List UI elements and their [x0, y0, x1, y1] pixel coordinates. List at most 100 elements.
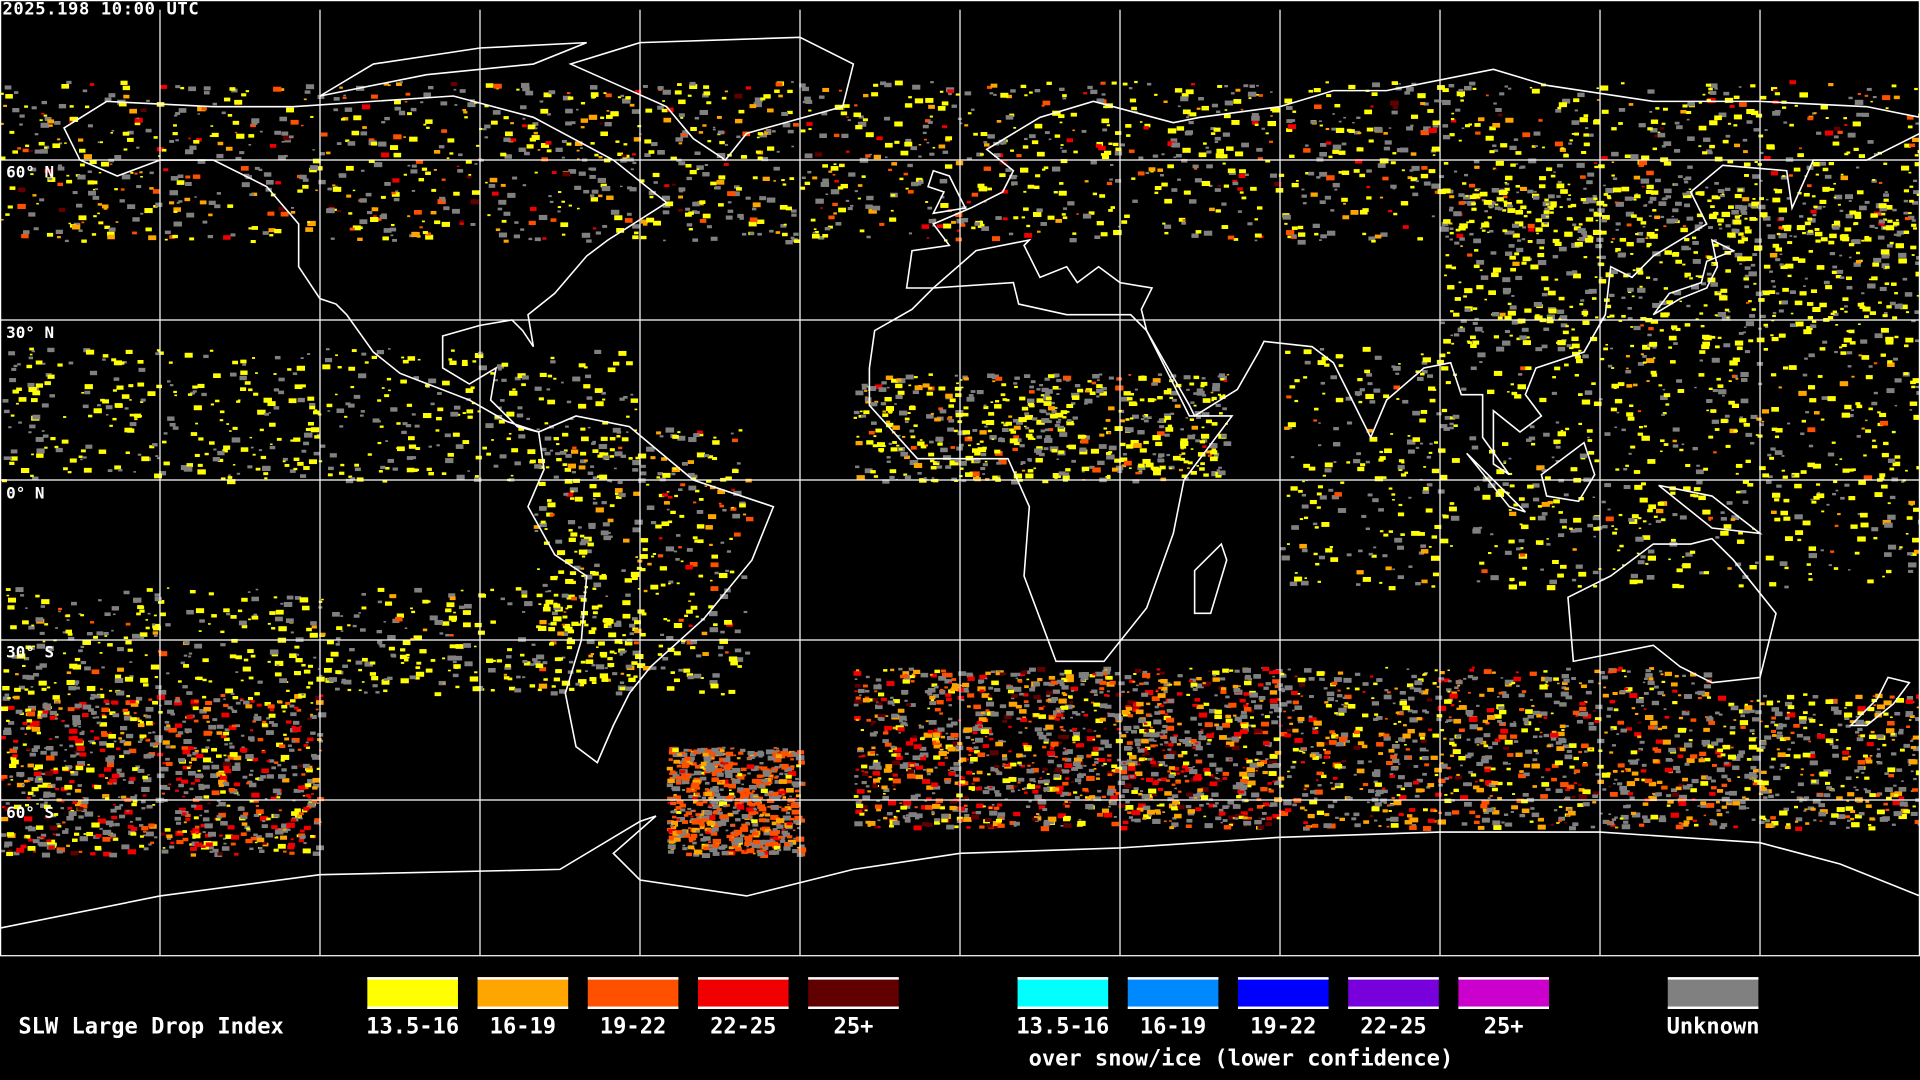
slw-pixel [1686, 247, 1692, 251]
slw-pixel [1079, 449, 1088, 455]
slw-pixel [1856, 404, 1863, 409]
slw-pixel [98, 449, 107, 454]
slw-pixel [1816, 483, 1821, 486]
slw-pixel [1154, 186, 1162, 191]
slw-pixel [1468, 123, 1472, 126]
slw-pixel [1913, 179, 1918, 183]
slw-pixel [1707, 97, 1716, 103]
slw-pixel [882, 413, 889, 417]
slw-pixel [385, 440, 389, 442]
slw-pixel [42, 434, 49, 438]
slw-pixel [729, 537, 733, 541]
slw-pixel [1251, 115, 1260, 121]
slw-pixel [1839, 458, 1843, 460]
slw-pixel [1913, 227, 1917, 230]
slw-pixel [1039, 409, 1045, 413]
slw-pixel [297, 461, 304, 466]
slw-pixel [1599, 85, 1609, 91]
slw-pixel [1544, 207, 1550, 211]
slw-pixel [1402, 225, 1409, 229]
slw-pixel [724, 144, 728, 146]
slw-pixel [1844, 152, 1849, 156]
slw-pixel [1717, 312, 1726, 317]
slw-pixel [610, 111, 619, 117]
slw-pixel [1816, 493, 1825, 499]
slw-pixel [1642, 361, 1647, 364]
slw-pixel [583, 384, 591, 389]
slw-pixel [1555, 421, 1560, 424]
slw-pixel [97, 212, 100, 215]
slw-pixel [1751, 201, 1760, 207]
slw-pixel [1045, 389, 1053, 394]
slw-pixel [1133, 443, 1142, 448]
slw-pixel [353, 394, 361, 399]
slw-pixel [501, 219, 507, 223]
slw-pixel [1741, 211, 1748, 215]
slw-pixel [1379, 456, 1386, 460]
slw-pixel [1309, 499, 1317, 505]
slw-pixel [779, 204, 788, 210]
slw-pixel [381, 387, 385, 389]
slw-pixel [1887, 360, 1893, 364]
slw-pixel [1490, 575, 1499, 581]
slw-pixel [1451, 342, 1455, 345]
slw-pixel [1412, 437, 1421, 442]
slw-pixel [1040, 222, 1047, 226]
slw-pixel [547, 374, 553, 378]
slw-pixel [1317, 360, 1326, 366]
slw-pixel [698, 574, 704, 578]
slw-pixel [1813, 411, 1820, 415]
slw-pixel [503, 211, 511, 216]
slw-pixel [1034, 123, 1043, 129]
slw-pixel [1728, 369, 1733, 372]
slw-pixel [864, 397, 872, 402]
slw-pixel [1144, 123, 1151, 128]
slw-pixel [1689, 277, 1693, 280]
slw-pixel [1779, 263, 1784, 266]
slw-pixel [158, 155, 161, 157]
slw-pixel [362, 126, 367, 129]
slw-pixel [167, 380, 171, 383]
slw-pixel [203, 354, 209, 359]
slw-pixel [398, 111, 406, 116]
slw-pixel [1703, 304, 1708, 307]
slw-pixel [1804, 277, 1808, 280]
slw-pixel [1360, 463, 1366, 467]
slw-pixel [1167, 164, 1174, 169]
slw-pixel [1485, 94, 1489, 97]
slw-pixel [1687, 101, 1695, 107]
slw-pixel [410, 169, 418, 174]
slw-pixel [1794, 300, 1803, 306]
slw-pixel [173, 210, 178, 213]
slw-pixel [533, 525, 540, 529]
slw-pixel [884, 142, 893, 148]
slw-pixel [1466, 221, 1470, 224]
slw-pixel [690, 646, 696, 650]
slw-pixel [1854, 99, 1864, 105]
slw-pixel [702, 172, 710, 177]
slw-pixel [773, 166, 780, 171]
slw-pixel [589, 85, 598, 90]
slw-pixel [592, 476, 598, 480]
slw-pixel [615, 495, 622, 499]
slw-pixel [87, 180, 95, 185]
slw-pixel [857, 197, 861, 200]
slw-pixel [1674, 201, 1682, 206]
slw-pixel [701, 631, 708, 636]
slw-pixel [678, 99, 686, 105]
slw-pixel [597, 177, 607, 183]
slw-pixel [1744, 274, 1749, 278]
slw-pixel [1568, 194, 1572, 197]
slw-pixel [0, 92, 4, 95]
slw-pixel [790, 236, 795, 240]
slw-pixel [1203, 230, 1213, 236]
slw-pixel [1739, 263, 1742, 265]
slw-pixel [927, 206, 933, 210]
slw-pixel [1570, 203, 1577, 208]
slw-pixel [1878, 219, 1885, 224]
slw-pixel [1781, 469, 1785, 472]
slw-pixel [1129, 417, 1134, 420]
slw-pixel [1044, 131, 1050, 135]
slw-pixel [678, 195, 684, 199]
slw-pixel [1553, 171, 1556, 173]
